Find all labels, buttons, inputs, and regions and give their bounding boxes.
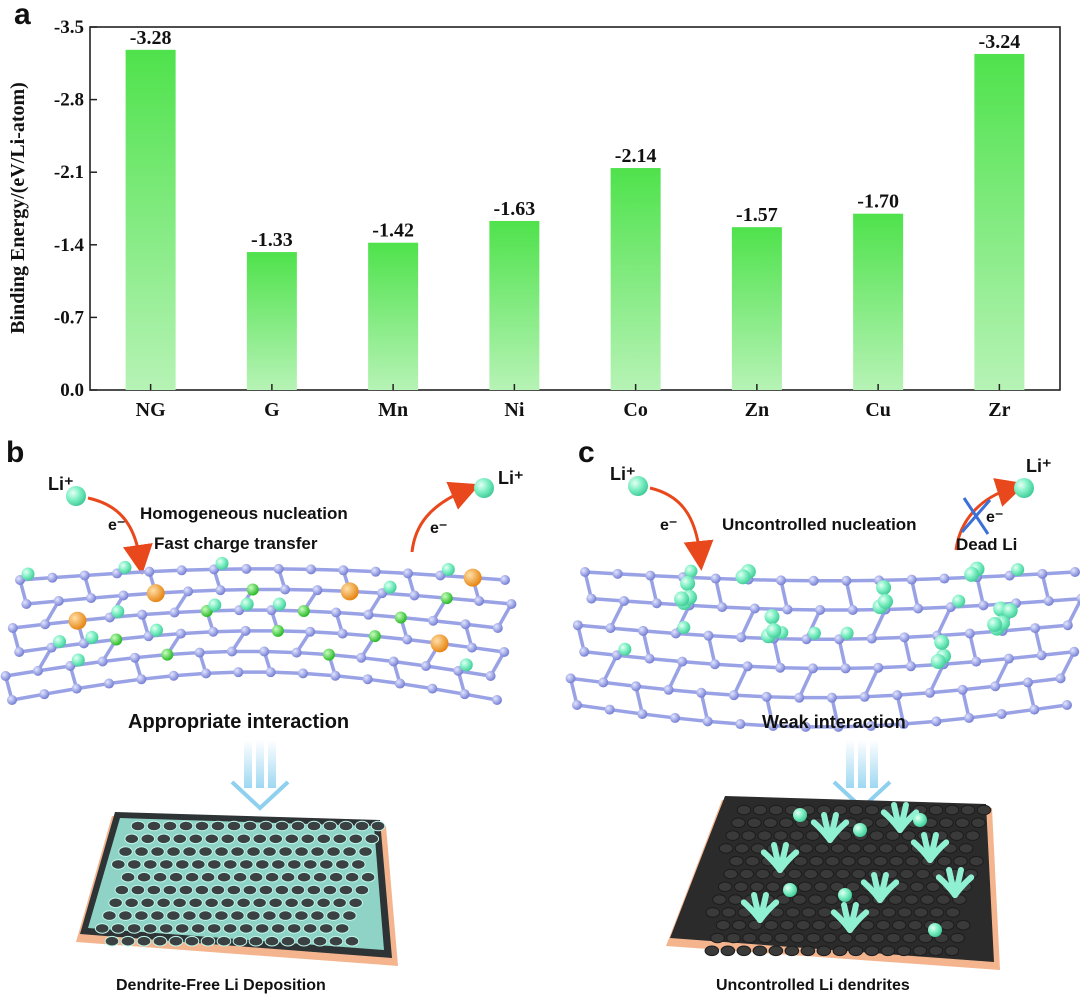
electron-left-label: e⁻	[108, 517, 125, 534]
electron-right-label-c: e⁻	[986, 509, 1003, 526]
y-tick-label: 0.0	[60, 380, 84, 401]
x-tick-label: Cu	[865, 399, 891, 421]
transfer-arrow-left-c	[649, 486, 714, 571]
panel-b-label: b	[6, 436, 24, 469]
panel-a-label: a	[14, 0, 31, 31]
li-ion-left-c	[628, 476, 648, 496]
x-tick-label: Co	[623, 399, 647, 421]
dendrite-free-caption: Dendrite-Free Li Deposition	[116, 977, 326, 994]
bar-value-label: -1.42	[372, 220, 414, 242]
uncontrolled-nucleation-text: Uncontrolled nucleation	[722, 515, 917, 534]
homogeneous-nucleation-text: Homogeneous nucleation	[140, 504, 348, 523]
plot-frame	[89, 26, 1061, 391]
li-ion-right-label: Li⁺	[498, 468, 524, 488]
fast-charge-text: Fast charge transfer	[154, 534, 318, 553]
graphene-sheet-c	[565, 561, 1080, 732]
li-ion-right	[474, 478, 494, 498]
weak-interaction-text: Weak interaction	[762, 712, 906, 732]
x-tick-label: Ni	[504, 399, 524, 421]
y-tick-label: -2.8	[54, 90, 84, 111]
y-tick-label: -3.5	[54, 17, 84, 38]
bar-zn	[731, 227, 782, 390]
bar-mn	[368, 242, 419, 390]
y-tick-label: -2.1	[54, 162, 84, 183]
blocked-cross-line2	[960, 499, 992, 533]
diagram-c: Li⁺ e⁻ Uncontrolled nucleation e⁻ Dead L…	[565, 456, 1080, 994]
li-ion-left-label-c: Li⁺	[610, 464, 636, 484]
x-tick-label: NG	[136, 399, 166, 421]
bar-value-label: -1.70	[857, 191, 899, 213]
li-ion-left-label: Li⁺	[48, 474, 74, 494]
graphene-sheet-b	[0, 556, 517, 705]
bar-g	[246, 252, 297, 390]
bar-value-label: -3.24	[979, 31, 1021, 53]
y-tick-label: -0.7	[54, 307, 85, 328]
y-axis-label: Binding Energy/(eV/Li-atom)	[7, 82, 29, 334]
dead-li-text: Dead Li	[956, 535, 1017, 554]
deposition-plate-b	[76, 812, 398, 966]
x-tick-label: G	[264, 399, 280, 421]
transfer-arrow-left	[87, 496, 153, 575]
x-tick-label: Zr	[988, 399, 1010, 421]
x-tick-label: Mn	[378, 399, 408, 421]
down-arrow-b	[230, 740, 290, 811]
deposition-plate-c	[666, 796, 1000, 970]
bar-zr	[974, 53, 1025, 391]
electron-right-label: e⁻	[430, 520, 447, 537]
bar-value-label: -2.14	[615, 145, 657, 167]
diagram-b: Li⁺ e⁻ Homogeneous nucleation Fast charg…	[0, 468, 524, 994]
bar-ng	[125, 49, 176, 391]
bar-chart: -3.28 -1.33 -1.42 -1.63 -2.14 -1.57 -1.70 -3.24…	[7, 17, 1061, 421]
bar-value-label: -1.63	[494, 198, 536, 220]
y-tick-label: -1.4	[54, 235, 85, 256]
appropriate-interaction-text: Appropriate interaction	[128, 711, 349, 733]
bar-ni	[489, 220, 540, 390]
panel-c-label: c	[578, 436, 595, 469]
li-ion-right-label-c: Li⁺	[1026, 456, 1052, 476]
bar-value-label: -3.28	[130, 27, 172, 49]
x-tick-label: Zn	[745, 399, 769, 421]
li-ion-left	[66, 486, 86, 506]
electron-left-label-c: e⁻	[660, 517, 677, 534]
bar-value-label: -1.33	[251, 229, 293, 251]
bar-cu	[853, 213, 904, 390]
bar-value-label: -1.57	[736, 204, 778, 226]
li-ion-right-c	[1014, 478, 1034, 498]
down-arrow-c	[832, 740, 892, 811]
bar-co	[610, 168, 661, 390]
uncontrolled-dendrites-caption: Uncontrolled Li dendrites	[716, 977, 910, 994]
transfer-arrow-right	[410, 481, 480, 553]
